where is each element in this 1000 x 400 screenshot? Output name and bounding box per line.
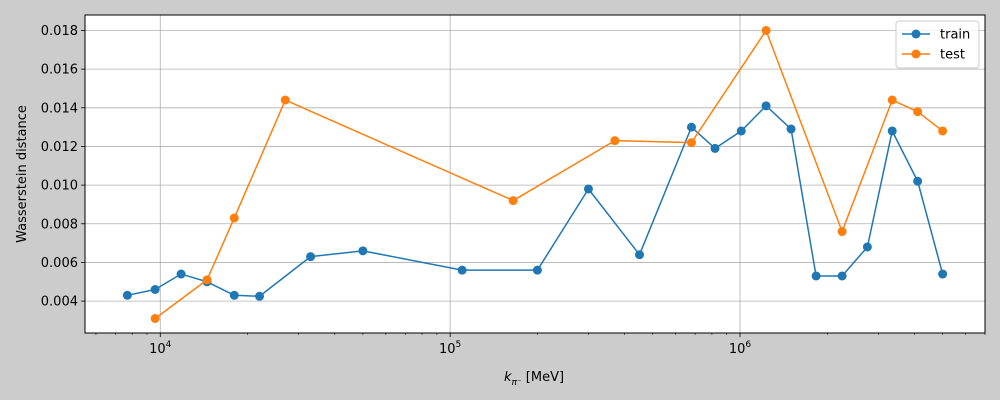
y-tick-label: 0.008	[41, 217, 78, 232]
x-tick-label-exponent: 4	[166, 340, 172, 350]
x-tick-label-base: 10	[729, 342, 746, 357]
data-point-train	[255, 291, 265, 301]
legend: train test	[895, 20, 980, 69]
data-point-train	[306, 252, 316, 262]
x-axis-label-unit: [MeV]	[522, 370, 564, 385]
data-point-train	[786, 124, 796, 134]
x-tick-label-base: 10	[439, 342, 456, 357]
data-point-test	[913, 107, 923, 117]
data-point-test	[229, 213, 239, 223]
data-point-test	[837, 227, 847, 237]
data-point-train	[150, 285, 160, 295]
x-axis-label-symbol: k	[504, 370, 512, 385]
data-point-test	[202, 275, 212, 285]
data-point-train	[710, 143, 720, 153]
data-point-test	[280, 95, 290, 105]
data-point-train	[862, 242, 872, 252]
data-point-test	[938, 126, 948, 136]
data-point-train	[176, 269, 186, 279]
data-point-test	[761, 25, 771, 35]
plot-background	[85, 15, 985, 333]
data-point-train	[634, 250, 644, 260]
plot-frame	[84, 14, 986, 334]
y-tick-label: 0.006	[41, 256, 78, 271]
data-point-test	[887, 95, 897, 105]
data-point-test	[686, 138, 696, 148]
legend-item-train: train	[902, 28, 970, 43]
x-tick-label-exponent: 5	[456, 340, 462, 350]
data-point-train	[532, 265, 542, 275]
y-tick-label: 0.012	[41, 140, 78, 155]
data-point-test	[610, 136, 620, 146]
data-point-train	[811, 271, 821, 281]
y-tick-label: 0.010	[41, 179, 78, 194]
legend-item-test: test	[902, 48, 965, 63]
data-point-train	[887, 126, 897, 136]
x-tick-label: 105	[439, 340, 461, 357]
x-axis-label: kπ⁻ [MeV]	[504, 370, 564, 388]
series-train	[122, 101, 948, 301]
y-tick-label: 0.014	[41, 101, 78, 116]
data-point-train	[913, 176, 923, 186]
y-tick-label: 0.016	[41, 63, 78, 78]
x-tick-label-exponent: 6	[745, 340, 751, 350]
grid-lines	[85, 15, 985, 333]
data-point-test	[150, 314, 160, 324]
legend-label-test: test	[940, 48, 965, 63]
series-test	[150, 25, 948, 324]
data-point-train	[122, 290, 132, 300]
legend-label-train: train	[940, 28, 970, 43]
y-tick-label: 0.004	[41, 295, 78, 310]
y-tick-label: 0.018	[41, 24, 78, 39]
x-tick-label: 106	[729, 340, 752, 357]
data-point-train	[736, 126, 746, 136]
data-point-train	[761, 101, 771, 111]
y-axis-label: Wasserstein distance	[15, 105, 30, 243]
data-point-train	[229, 290, 239, 300]
data-point-test	[508, 196, 518, 206]
series-line-test	[154, 29, 944, 320]
x-axis-label-subscript: π⁻	[511, 378, 521, 388]
legend-marker-train	[911, 29, 921, 39]
data-point-train	[938, 269, 948, 279]
data-point-train	[686, 122, 696, 132]
x-tick-label: 104	[149, 340, 172, 357]
data-point-train	[457, 265, 467, 275]
data-point-train	[837, 271, 847, 281]
legend-marker-test	[911, 49, 921, 59]
data-point-train	[358, 246, 368, 256]
data-point-train	[583, 184, 593, 194]
series-layer	[122, 25, 948, 324]
x-tick-label-base: 10	[149, 342, 166, 357]
axis-ticks: 0.004 0.006 0.008 0.010 0.012 0.014 0.016 0.018…	[41, 24, 986, 357]
